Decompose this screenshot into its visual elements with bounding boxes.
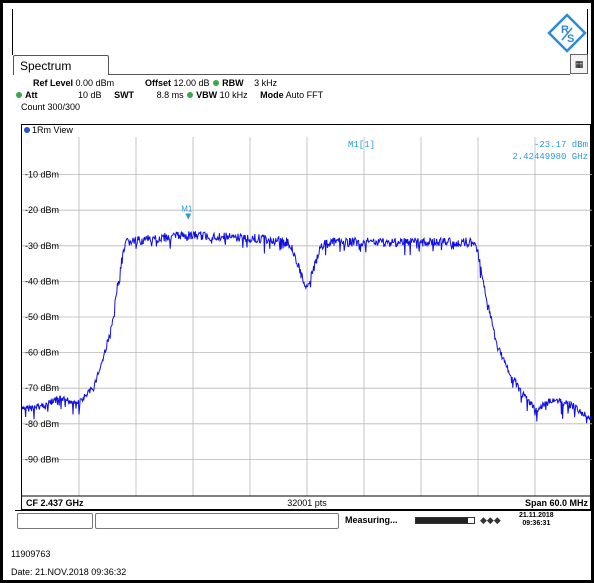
marker-triangle-icon[interactable] [185,213,192,220]
activity-indicator-icon: ◆◆◆ [480,515,501,525]
offset-label: Offset [145,78,172,88]
att-label: Att [25,90,38,100]
view-label: 1Rm View [22,125,73,136]
y-tick-label: -50 dBm [25,312,59,322]
span-label: Span 60.0 MHz [525,498,589,508]
top-bar: R S [12,9,588,55]
status-bar: Measuring... ◆◆◆ 21.11.2018 09:36:31 [15,510,594,530]
mode-label: Mode [260,90,284,100]
view-dot-icon [24,127,30,133]
spectrum-chart[interactable]: -10 dBm -20 dBm -30 dBm -40 dBm -50 dBm -60 d… [22,125,592,511]
y-tick-label: -70 dBm [25,383,59,393]
status-date: 21.11.2018 [519,512,554,519]
points-label: 32001 pts [287,498,327,508]
tab-divider [108,74,570,75]
marker-label: M1 [181,204,193,213]
settings-row-1: Ref Level 0.00 dBm [33,78,114,90]
rbw-status-dot-icon [213,80,220,86]
view-label-text: 1Rm View [32,125,73,135]
instrument-id: 11909763 [11,549,51,559]
measuring-status: Measuring... [345,515,398,525]
offset-group: Offset 12.00 dB RBW 3 kHz [145,78,277,90]
y-tick-label: -40 dBm [25,276,59,286]
vbw-value[interactable]: 10 kHz [219,90,248,100]
vbw-status-dot-icon [187,92,194,98]
y-tick-label: -30 dBm [25,241,59,251]
att-value[interactable]: 10 dB [78,90,102,100]
measurement-progress-bar [415,517,475,524]
settings-row-2: Att 10 dB SWT 8.8 ms VBW 10 kHz Mode Aut… [15,90,323,102]
trace-settings-icon[interactable]: ▦ [570,54,588,74]
tab-spectrum[interactable]: Spectrum [13,55,109,75]
grid [22,137,592,496]
y-tick-label: -90 dBm [25,454,59,464]
status-field-message[interactable] [95,513,339,529]
mode-value[interactable]: Auto FFT [285,90,324,100]
ref-level-value[interactable]: 0.00 dBm [75,78,115,88]
rbw-value[interactable]: 3 kHz [254,78,278,88]
count-text: Count 300/300 [21,102,81,112]
status-field-left[interactable] [17,513,93,529]
ref-level-label: Ref Level [33,78,74,88]
marker-readout-label: M1[1] [348,140,375,150]
status-datetime: 21.11.2018 09:36:31 [519,512,554,528]
spectrum-plot[interactable]: 1Rm View -10 dBm -20 dBm -30 dBm -40 dBm -50… [21,124,592,511]
progress-fill [416,518,469,523]
swt-label: SWT [114,90,135,100]
vbw-label: VBW [196,90,218,100]
measurement-settings: Ref Level 0.00 dBm Offset 12.00 dB RBW 3… [15,76,587,124]
att-status-dot-icon [16,92,22,98]
svg-text:R: R [561,24,569,36]
marker-m1[interactable]: M1 [181,204,193,220]
spectrum-trace-line [22,230,592,424]
marker-readout-level: -23.17 dBm [534,140,588,150]
svg-text:S: S [567,33,574,45]
y-axis-ticks: -10 dBm -20 dBm -30 dBm -40 dBm -50 dBm -60 d… [25,170,59,465]
offset-value[interactable]: 12.00 dB [173,78,210,88]
print-date: Date: 21.NOV.2018 09:36:32 [11,567,127,577]
y-tick-label: -60 dBm [25,348,59,358]
y-tick-label: -20 dBm [25,205,59,215]
status-time: 09:36:31 [522,520,551,527]
y-tick-label: -10 dBm [25,170,59,180]
rohde-schwarz-logo-icon: R S [547,13,587,53]
rbw-label: RBW [222,78,244,88]
center-frequency-label: CF 2.437 GHz [26,498,84,508]
y-tick-label: -80 dBm [25,419,59,429]
marker-readout-frequency: 2.42449980 GHz [512,152,588,162]
swt-value[interactable]: 8.8 ms [156,90,184,100]
